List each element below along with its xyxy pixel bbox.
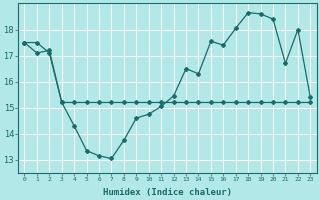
X-axis label: Humidex (Indice chaleur): Humidex (Indice chaleur) <box>103 188 232 197</box>
